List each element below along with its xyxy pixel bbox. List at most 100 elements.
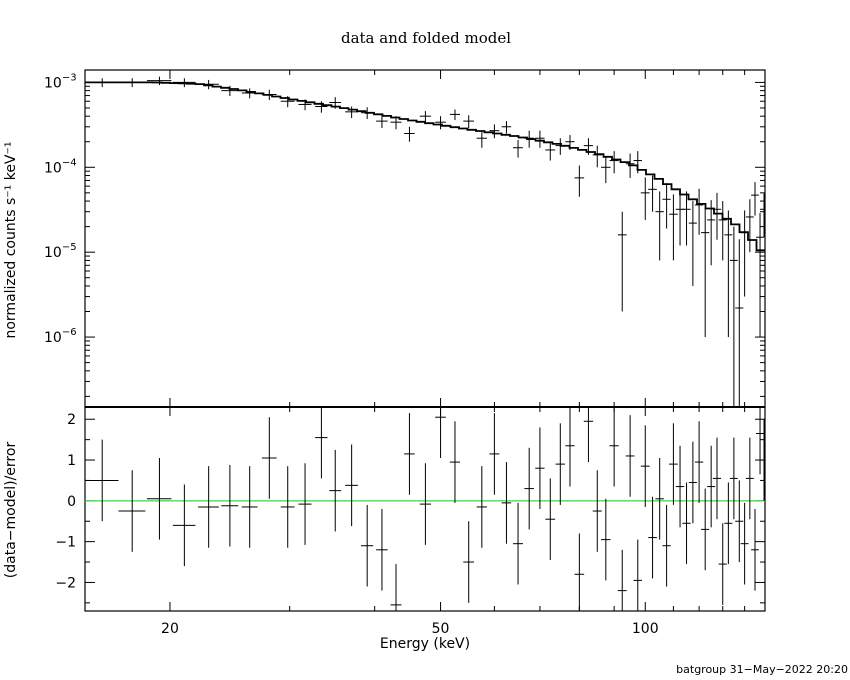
model-line [85, 81, 765, 252]
x-tick-label: 20 [161, 621, 179, 637]
data-point [512, 139, 523, 158]
data-point [669, 194, 678, 261]
y-tick-label: −2 [55, 575, 76, 591]
residual-point [662, 504, 671, 587]
data-point [280, 96, 295, 108]
residual-point [609, 407, 619, 487]
residual-point [565, 407, 575, 487]
data-point [662, 183, 671, 229]
data-point [760, 193, 765, 238]
residual-point [146, 458, 172, 540]
residual-point [361, 504, 374, 587]
residual-point [648, 496, 657, 579]
data-point [574, 165, 585, 197]
residual-point [735, 480, 744, 563]
residual-point [688, 441, 697, 524]
data-point [694, 188, 704, 235]
y-tick-label: 1 [67, 453, 76, 469]
data-point [555, 138, 565, 155]
data-point [361, 107, 374, 120]
data-point [198, 79, 219, 90]
residual-point [390, 564, 402, 611]
data-point [565, 135, 575, 150]
residual-point [633, 539, 642, 611]
y-tick-label: 2 [67, 412, 76, 428]
x-tick-label: 50 [432, 621, 450, 637]
data-point [535, 130, 545, 148]
chart-title: data and folded model [341, 29, 511, 47]
residual-point [280, 466, 295, 548]
residual-point [751, 509, 759, 591]
residual-point [669, 423, 678, 505]
data-point [617, 211, 627, 312]
data-point [476, 130, 487, 148]
residual-point [574, 533, 585, 611]
residual-point [640, 425, 650, 507]
residual-point [241, 466, 258, 548]
data-point [740, 210, 749, 297]
residual-point [376, 509, 388, 591]
data-point [419, 111, 431, 123]
y-tick-label: 10−6 [44, 327, 77, 346]
data-point [718, 201, 727, 261]
data-point [625, 153, 635, 178]
residual-point [298, 463, 312, 545]
residual-point [524, 447, 534, 530]
y-tick-label: 0 [67, 494, 76, 510]
data-point [345, 106, 358, 119]
residual-point [512, 502, 523, 585]
residual-point [712, 437, 722, 520]
residual-point [583, 407, 594, 463]
data-point [404, 126, 415, 142]
residual-point [724, 482, 733, 565]
data-point [298, 99, 312, 111]
data-point [735, 239, 744, 407]
data-point [675, 191, 685, 246]
x-axis-label: Energy (keV) [380, 636, 470, 652]
residual-point [172, 484, 196, 567]
footer-credit: batgroup 31−May−2022 20:20 [676, 663, 848, 676]
data-point [501, 121, 512, 134]
data-point [146, 76, 172, 86]
residual-point [85, 439, 119, 522]
data-point [701, 208, 710, 338]
residual-point [463, 521, 475, 603]
data-point [172, 78, 196, 88]
data-point [489, 124, 500, 139]
residual-point [535, 427, 545, 509]
data-point [609, 151, 619, 174]
data-point [583, 138, 594, 155]
residual-point [756, 407, 765, 475]
data-point [435, 116, 446, 130]
data-point [592, 145, 602, 168]
residual-point [345, 444, 358, 527]
residual-point [655, 458, 664, 540]
residual-point [501, 462, 512, 544]
residual-point [729, 437, 738, 520]
data-point [376, 115, 388, 129]
residual-point [476, 466, 487, 548]
data-point [745, 199, 754, 253]
residual-point [694, 421, 704, 503]
residual-point [221, 464, 239, 547]
data-point [633, 151, 642, 174]
top-y-axis-label: normalized counts s⁻¹ keV⁻¹ [3, 141, 19, 338]
residual-point [701, 488, 710, 571]
data-point [545, 141, 556, 161]
bottom-y-axis-label: (data−model)/error [3, 442, 19, 579]
residual-point [675, 445, 685, 528]
residual-point [118, 470, 146, 552]
residual-point [740, 502, 749, 585]
residual-point [682, 482, 691, 565]
residual-point [545, 478, 556, 560]
data-point [315, 101, 328, 113]
data-point [751, 182, 759, 216]
residual-point [718, 523, 727, 605]
residual-point [625, 415, 635, 497]
data-point [601, 156, 611, 184]
data-point [241, 88, 258, 99]
residuals-panel: 20 50 100 2 1 0 −1 −2 [55, 406, 766, 637]
data-point [707, 200, 716, 266]
data-point [655, 191, 664, 261]
data-point [682, 191, 691, 246]
